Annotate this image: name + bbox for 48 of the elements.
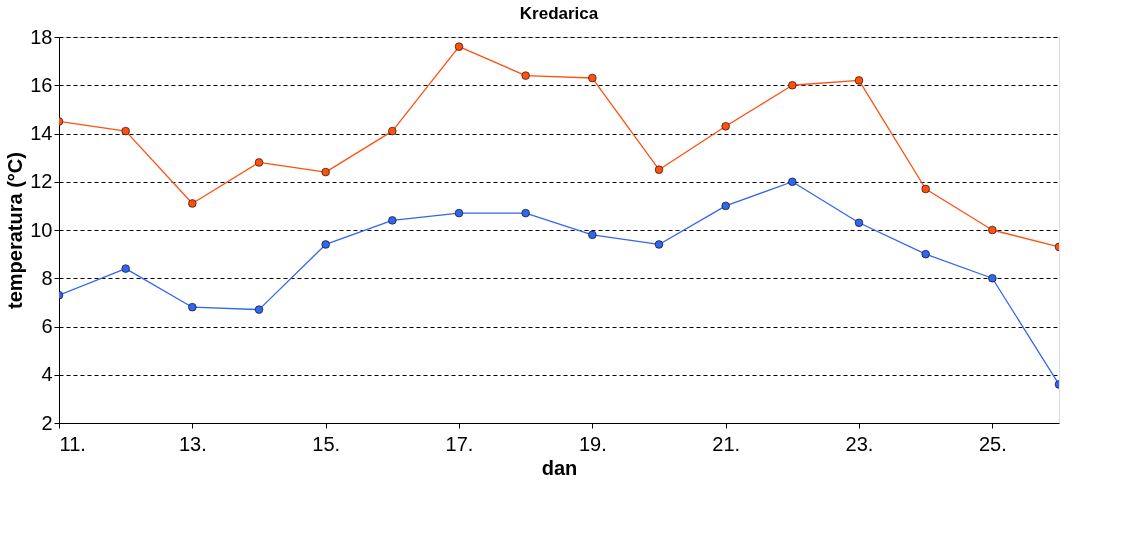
y-tick-label: 4 <box>41 363 53 386</box>
point <box>854 218 864 227</box>
point <box>988 274 997 283</box>
point <box>254 305 264 314</box>
point <box>654 165 664 174</box>
point <box>854 76 864 85</box>
y-tick-label: 6 <box>41 315 53 337</box>
y-tick-label: 8 <box>41 266 53 289</box>
point <box>788 81 797 90</box>
point <box>721 201 730 211</box>
y-tick-label: 16 <box>30 73 53 96</box>
point <box>988 225 997 235</box>
chart-title: Kredarica <box>519 4 599 23</box>
x-tick-label: 17. <box>445 432 474 455</box>
point <box>321 167 330 177</box>
point <box>121 264 130 273</box>
x-tick-label: 11. <box>59 432 86 455</box>
point <box>521 208 530 218</box>
point <box>721 122 730 131</box>
y-tick-label: 12 <box>30 170 53 193</box>
point <box>521 71 530 80</box>
point <box>321 240 330 249</box>
point <box>388 216 397 225</box>
y-tick-label: 2 <box>41 411 53 434</box>
x-tick-label: 23. <box>845 432 874 455</box>
point <box>654 240 664 249</box>
point <box>454 208 464 218</box>
point <box>454 42 464 51</box>
point <box>588 230 597 239</box>
x-tick-label: 15. <box>312 432 341 455</box>
point <box>788 177 797 186</box>
x-tick-label: 19. <box>578 432 607 455</box>
point <box>188 303 197 312</box>
point <box>188 199 197 208</box>
x-axis-title: dan <box>541 456 578 479</box>
y-tick-label: 18 <box>30 25 53 48</box>
point <box>588 73 597 83</box>
x-tick-label: 13. <box>178 432 207 455</box>
point <box>121 126 130 136</box>
x-tick-label: 25. <box>978 432 1007 455</box>
point <box>921 249 930 259</box>
point <box>388 126 397 136</box>
point <box>921 184 930 194</box>
y-tick-label: 10 <box>30 218 53 241</box>
y-tick-label: 14 <box>30 122 53 144</box>
x-tick-label: 21. <box>712 432 741 455</box>
point <box>254 158 264 167</box>
y-axis-title: temperatura (°C) <box>4 152 27 309</box>
